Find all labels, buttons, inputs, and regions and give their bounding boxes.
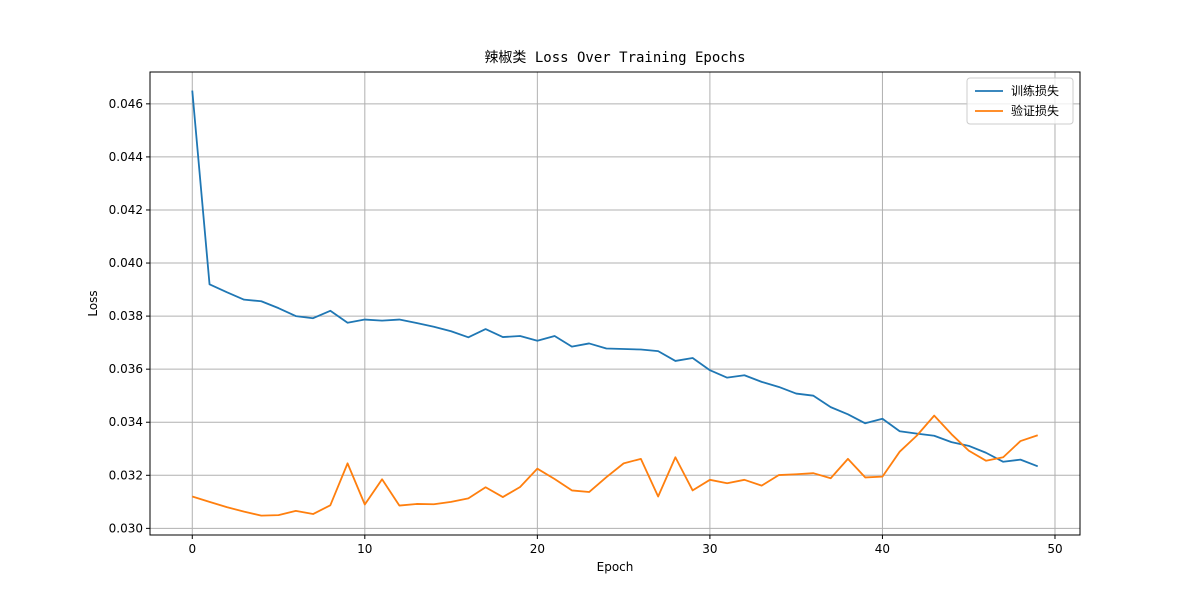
y-tick-label: 0.046 xyxy=(109,97,143,111)
y-tick-label: 0.042 xyxy=(109,203,143,217)
plot-frame xyxy=(149,71,1081,536)
legend-label: 验证损失 xyxy=(1011,103,1059,118)
y-tick-label: 0.038 xyxy=(109,309,143,323)
x-tick-label: 0 xyxy=(188,542,196,556)
chart-title: 辣椒类 Loss Over Training Epochs xyxy=(484,50,745,66)
y-tick-label: 0.032 xyxy=(109,468,143,482)
legend-label: 训练损失 xyxy=(1011,83,1059,98)
y-axis-title: Loss xyxy=(86,290,100,316)
x-tick-label: 50 xyxy=(1047,542,1062,556)
x-tick-label: 10 xyxy=(357,542,372,556)
x-tick-label: 30 xyxy=(702,542,717,556)
series-lines xyxy=(191,90,1039,517)
legend-box xyxy=(966,77,1074,125)
y-tick-label: 0.036 xyxy=(109,362,143,376)
x-tick-label: 20 xyxy=(530,542,545,556)
series-line-train xyxy=(191,90,1039,468)
x-axis-title: Epoch xyxy=(597,560,634,574)
y-tick-label: 0.040 xyxy=(109,256,143,270)
y-tick-label: 0.044 xyxy=(109,150,143,164)
grid xyxy=(150,72,1080,535)
series-line-val xyxy=(192,414,1039,517)
axis-ticks: 0 10 20 30 40 50 0.030 0.032 0.034 0.036 0.038 0.04… xyxy=(109,97,1063,556)
y-tick-label: 0.034 xyxy=(109,415,143,429)
x-tick-label: 40 xyxy=(875,542,890,556)
y-tick-label: 0.030 xyxy=(109,521,143,535)
